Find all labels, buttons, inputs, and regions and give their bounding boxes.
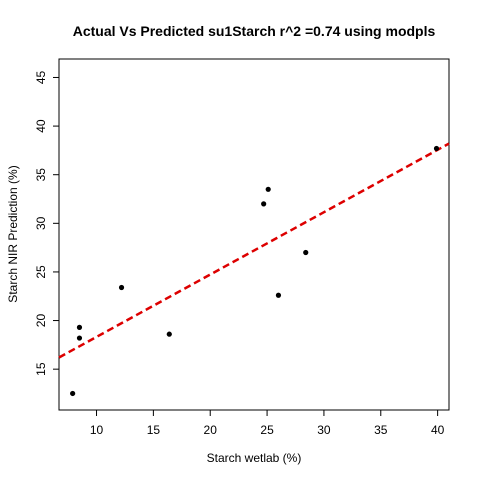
y-tick-label-40: 40 <box>34 119 48 133</box>
x-tick-label-35: 35 <box>374 423 388 437</box>
points-layer <box>70 145 440 397</box>
x-tick-label-25: 25 <box>260 423 274 437</box>
y-axis: 15 20 25 30 35 40 45 <box>34 70 59 376</box>
x-tick-label-15: 15 <box>147 423 161 437</box>
data-point-8 <box>275 292 282 298</box>
data-point-2 <box>76 335 83 341</box>
data-point-9 <box>303 249 309 256</box>
x-tick-label-30: 30 <box>317 423 331 437</box>
x-axis: 10 15 20 25 30 35 40 <box>90 410 445 437</box>
fit-line-layer <box>58 142 450 359</box>
x-tick-label-20: 20 <box>204 423 218 437</box>
x-tick-label-10: 10 <box>90 423 104 437</box>
y-tick-label-15: 15 <box>34 362 48 376</box>
data-point-10 <box>433 145 440 152</box>
y-tick-label-45: 45 <box>34 70 48 84</box>
data-point-3 <box>76 324 83 330</box>
data-point-6 <box>261 201 267 207</box>
y-tick-label-30: 30 <box>34 216 48 230</box>
y-tick-label-20: 20 <box>34 314 48 328</box>
y-axis-label: Starch NIR Prediction (%) <box>6 165 20 302</box>
x-axis-label: Starch wetlab (%) <box>207 451 302 465</box>
y-tick-label-25: 25 <box>34 265 48 279</box>
chart-title: Actual Vs Predicted su1Starch r^2 =0.74 … <box>73 23 436 39</box>
fit-line <box>58 142 450 359</box>
x-tick-label-40: 40 <box>431 423 445 437</box>
data-point-4 <box>118 284 125 291</box>
data-point-1 <box>70 390 76 397</box>
y-tick-label-35: 35 <box>34 168 48 182</box>
data-point-7 <box>265 186 271 192</box>
plot-frame <box>58 58 450 411</box>
data-point-5 <box>166 331 172 337</box>
